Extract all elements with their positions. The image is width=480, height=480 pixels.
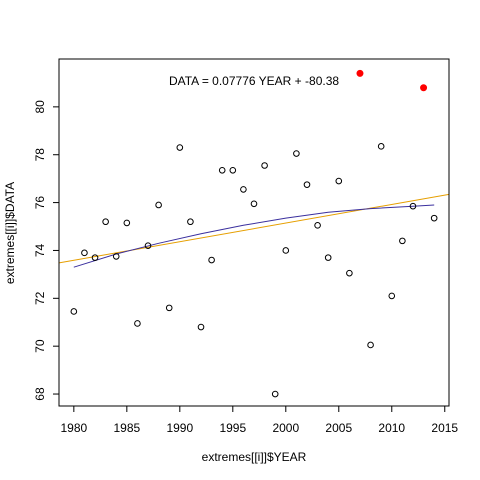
x-tick-label: 2000 bbox=[272, 421, 299, 435]
y-axis-title: extremes[[i]]$DATA bbox=[3, 182, 17, 284]
data-point bbox=[123, 219, 131, 227]
data-point bbox=[324, 254, 332, 261]
highlighted-point bbox=[420, 84, 428, 92]
data-point bbox=[208, 256, 215, 264]
x-tick-label: 1985 bbox=[113, 421, 140, 435]
data-point bbox=[134, 320, 141, 327]
data-point bbox=[218, 166, 226, 174]
y-axis: 68 70 72 74 76 78 80 bbox=[33, 100, 60, 401]
data-point bbox=[70, 308, 78, 315]
data-point bbox=[303, 181, 311, 188]
y-tick-label: 74 bbox=[33, 243, 47, 257]
data-point bbox=[430, 214, 438, 222]
x-axis: 1980 1985 1990 1995 2000 2005 2010 2015 bbox=[60, 405, 458, 435]
smooth-fit-line bbox=[73, 204, 435, 268]
data-point bbox=[102, 218, 109, 226]
data-point bbox=[165, 304, 173, 312]
data-point bbox=[155, 201, 162, 209]
data-point bbox=[409, 202, 417, 210]
data-point bbox=[367, 341, 374, 349]
data-point bbox=[335, 177, 343, 185]
y-tick-label: 78 bbox=[33, 148, 47, 162]
data-point bbox=[176, 144, 184, 151]
data-point bbox=[187, 218, 194, 226]
data-point bbox=[271, 390, 279, 398]
data-point bbox=[91, 254, 99, 261]
data-point bbox=[144, 242, 152, 249]
data-points bbox=[70, 69, 438, 398]
x-tick-label: 2005 bbox=[325, 421, 352, 435]
x-tick-label: 1980 bbox=[60, 421, 87, 435]
y-tick-label: 72 bbox=[33, 291, 47, 305]
highlighted-point bbox=[356, 69, 364, 77]
data-point bbox=[346, 269, 353, 277]
data-point bbox=[282, 247, 290, 254]
x-tick-label: 1995 bbox=[219, 421, 246, 435]
fit-lines bbox=[58, 193, 450, 268]
y-tick-label: 80 bbox=[33, 100, 47, 114]
y-tick-label: 68 bbox=[33, 387, 47, 401]
x-tick-label: 1990 bbox=[166, 421, 193, 435]
data-point bbox=[314, 222, 321, 229]
data-point bbox=[388, 292, 396, 300]
data-point bbox=[81, 249, 88, 257]
x-tick-label: 2015 bbox=[431, 421, 458, 435]
data-point bbox=[261, 162, 268, 169]
data-point bbox=[399, 237, 406, 245]
data-point bbox=[229, 166, 237, 174]
data-point bbox=[250, 200, 258, 208]
data-point bbox=[377, 143, 385, 150]
y-tick-label: 70 bbox=[33, 339, 47, 353]
x-axis-title: extremes[[i]]$YEAR bbox=[202, 450, 307, 464]
data-point bbox=[197, 323, 205, 331]
data-point bbox=[240, 186, 247, 193]
y-tick-label: 76 bbox=[33, 196, 47, 210]
data-point bbox=[112, 253, 120, 260]
regression-annotation: DATA = 0.07776 YEAR + -80.38 bbox=[169, 74, 339, 88]
x-tick-label: 2010 bbox=[378, 421, 405, 435]
linear-fit-line bbox=[58, 193, 450, 264]
data-point bbox=[293, 150, 300, 157]
